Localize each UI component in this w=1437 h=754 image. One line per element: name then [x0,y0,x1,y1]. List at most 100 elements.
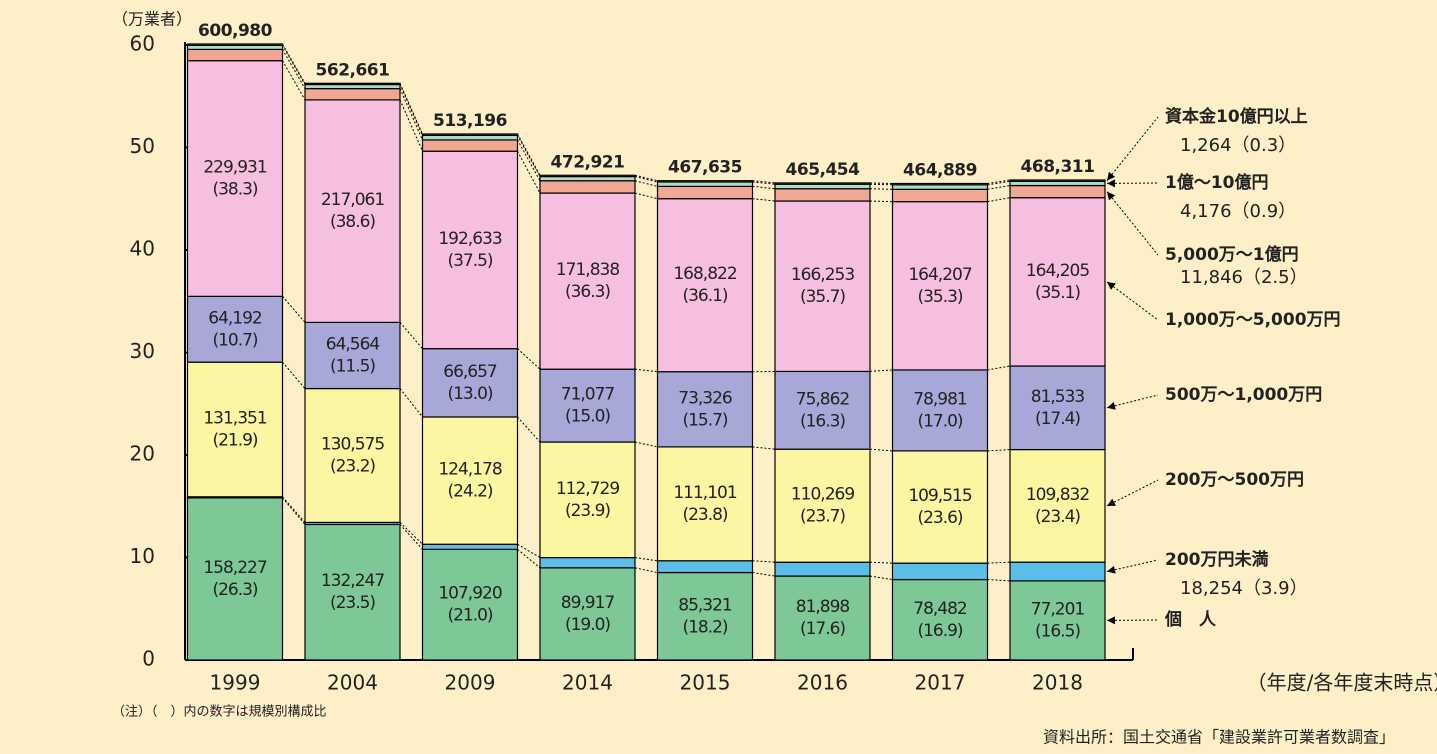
bar-segment [656,198,754,373]
value-label: 77,201 [1031,599,1085,619]
bar-segment [421,348,519,418]
bar-segment [186,48,284,62]
bar-segment [304,88,401,101]
x-tick-label: 2017 [915,671,966,695]
value-label: 109,515 [908,486,971,506]
bar-segment [891,188,989,203]
value-label: 81,533 [1031,387,1085,407]
legend-arrow [1107,616,1116,625]
share-label: (21.0) [447,606,492,626]
bar-segment [539,567,636,661]
total-label: 600,980 [198,21,273,41]
total-label: 562,661 [316,60,390,80]
bar-segment [656,571,754,661]
value-label: 166,253 [791,265,854,285]
bar-segment [774,575,871,661]
legend-label: 200万円未満 [1165,549,1269,570]
legend-note: 1,264（0.3） [1180,135,1296,156]
bar-segment [304,523,401,661]
y-tick-label: 60 [130,32,155,56]
x-tick-label: 2015 [680,671,731,695]
bar-segment [656,446,754,562]
legend-leader [1106,191,1159,256]
share-label: (23.6) [917,508,962,528]
share-label: (35.3) [917,287,962,307]
connector [399,88,423,141]
value-label: 89,917 [561,593,615,613]
bar-segment [891,450,989,564]
y-tick-label: 50 [130,134,155,158]
value-label: 168,822 [673,264,736,284]
bar-segment [186,60,284,297]
share-label: (17.6) [800,619,845,639]
value-label: 66,657 [443,362,497,382]
share-label: (15.7) [682,410,727,430]
share-label: (23.8) [682,505,727,525]
share-label: (10.7) [212,330,257,350]
share-label: (23.7) [800,507,845,527]
legend-leader [1106,116,1159,181]
legend-arrow [1107,498,1116,506]
bar-segment [304,83,401,90]
bar-segment [539,174,636,178]
bar-segment [891,578,989,661]
value-label: 111,101 [673,483,736,503]
bar-segment [539,180,636,194]
x-axis-label: （年度/各年度末時点） [1247,671,1437,695]
y-tick-label: 10 [130,544,155,568]
x-tick-label: 2014 [562,671,613,695]
bar-segment [656,185,754,200]
legend-leader [1106,559,1159,573]
bar-segment [1009,365,1106,451]
bar-segment [1009,197,1106,367]
bar-segment [1009,580,1106,661]
legend-arrow [1107,281,1116,290]
share-label: (38.3) [212,180,257,200]
bar-segment [774,448,871,563]
connector [399,522,423,545]
bar-segment [1009,180,1106,187]
bar-segment [1009,179,1106,182]
share-label: (23.2) [330,456,375,476]
bar-segment [304,99,401,323]
value-label: 78,981 [913,389,967,409]
legend-label: 個 人 [1164,609,1217,630]
share-label: (23.4) [1035,507,1080,527]
value-label: 229,931 [203,158,266,178]
total-label: 513,196 [433,111,507,131]
value-label: 171,838 [556,260,619,280]
share-label: (17.0) [917,411,962,431]
share-label: (21.9) [212,430,257,450]
bar-segment [421,134,519,141]
value-label: 217,061 [321,190,384,210]
y-tick-label: 30 [130,339,155,363]
connector [282,296,306,323]
connector [282,45,306,85]
legend-leader [1106,479,1159,507]
share-label: (13.0) [447,384,492,404]
connector [399,99,423,152]
connector [282,49,306,89]
value-label: 110,269 [791,485,854,505]
value-label: 130,575 [321,434,384,454]
share-label: (35.1) [1035,283,1080,303]
bar-segment [774,561,871,577]
value-label: 109,832 [1026,485,1089,505]
value-label: 75,862 [796,389,850,409]
value-label: 112,729 [556,479,619,499]
bar-segment [186,497,284,661]
x-tick-label: 1999 [210,671,261,695]
share-label: (11.5) [330,356,375,376]
bar-segment [891,184,989,190]
connector [282,361,306,389]
x-tick-label: 2016 [797,671,848,695]
value-label: 158,227 [203,558,266,578]
bar-segment [186,361,284,498]
source: 資料出所：国土交通省「建設業許可業者数調査」 [1043,728,1395,747]
share-label: (16.3) [800,411,845,431]
bar-segment [891,369,989,452]
legend-leader [1106,281,1159,321]
bar-segment [891,562,989,581]
y-tick-label: 20 [130,442,155,466]
